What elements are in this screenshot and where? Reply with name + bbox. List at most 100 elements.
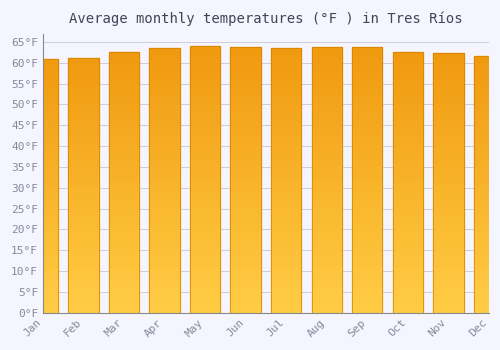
- Bar: [28, 104, 58, 110]
- Bar: [109, 193, 139, 198]
- Bar: [474, 102, 500, 107]
- Bar: [28, 257, 58, 262]
- Bar: [474, 56, 500, 61]
- Bar: [474, 230, 500, 236]
- Bar: [352, 302, 382, 307]
- Bar: [68, 262, 98, 267]
- Bar: [68, 246, 98, 252]
- Bar: [392, 182, 423, 188]
- Bar: [352, 79, 382, 85]
- Bar: [271, 212, 302, 217]
- Bar: [474, 159, 500, 164]
- Bar: [474, 82, 500, 86]
- Bar: [352, 58, 382, 63]
- Bar: [474, 107, 500, 112]
- Bar: [474, 148, 500, 153]
- Bar: [392, 250, 423, 255]
- Bar: [150, 223, 180, 228]
- Bar: [190, 222, 220, 228]
- Bar: [312, 158, 342, 164]
- Bar: [352, 148, 382, 154]
- Bar: [474, 292, 500, 297]
- Bar: [190, 281, 220, 286]
- Bar: [433, 266, 464, 271]
- Bar: [68, 287, 98, 292]
- Bar: [474, 189, 500, 195]
- Bar: [474, 261, 500, 266]
- Bar: [392, 172, 423, 177]
- Bar: [433, 84, 464, 89]
- Bar: [150, 233, 180, 239]
- Bar: [433, 198, 464, 204]
- Bar: [68, 119, 98, 124]
- Bar: [109, 52, 139, 57]
- Bar: [392, 287, 423, 292]
- Bar: [68, 272, 98, 277]
- Bar: [230, 57, 261, 63]
- Bar: [433, 193, 464, 198]
- Bar: [68, 89, 98, 93]
- Bar: [109, 292, 139, 297]
- Bar: [230, 286, 261, 291]
- Bar: [271, 233, 302, 239]
- Bar: [150, 149, 180, 154]
- Bar: [109, 307, 139, 313]
- Bar: [474, 97, 500, 102]
- Bar: [271, 144, 302, 149]
- Bar: [433, 110, 464, 115]
- Bar: [150, 144, 180, 149]
- Bar: [230, 164, 261, 169]
- Bar: [474, 205, 500, 210]
- Bar: [28, 89, 58, 94]
- Bar: [352, 69, 382, 74]
- Bar: [392, 130, 423, 135]
- Bar: [150, 307, 180, 313]
- Bar: [230, 297, 261, 302]
- Bar: [474, 133, 500, 138]
- Bar: [312, 265, 342, 270]
- Bar: [474, 215, 500, 220]
- Bar: [190, 94, 220, 99]
- Bar: [68, 170, 98, 175]
- Bar: [271, 133, 302, 138]
- Bar: [190, 57, 220, 62]
- Bar: [68, 104, 98, 109]
- Bar: [230, 121, 261, 126]
- Bar: [28, 94, 58, 99]
- Bar: [392, 234, 423, 240]
- Bar: [392, 245, 423, 250]
- Bar: [392, 255, 423, 260]
- Bar: [68, 160, 98, 165]
- Bar: [433, 63, 464, 69]
- Bar: [474, 184, 500, 189]
- Bar: [28, 120, 58, 125]
- Bar: [271, 59, 302, 64]
- Bar: [109, 177, 139, 182]
- Bar: [352, 286, 382, 292]
- Bar: [392, 307, 423, 313]
- Bar: [474, 282, 500, 287]
- Bar: [433, 100, 464, 105]
- Bar: [150, 159, 180, 164]
- Bar: [68, 83, 98, 89]
- Bar: [474, 277, 500, 282]
- Bar: [28, 175, 58, 181]
- Bar: [150, 239, 180, 244]
- Bar: [312, 126, 342, 132]
- Bar: [109, 182, 139, 188]
- Bar: [68, 282, 98, 287]
- Bar: [312, 275, 342, 281]
- Bar: [150, 122, 180, 128]
- Bar: [271, 175, 302, 181]
- Bar: [230, 174, 261, 180]
- Bar: [150, 64, 180, 69]
- Bar: [352, 281, 382, 286]
- Bar: [352, 164, 382, 169]
- Bar: [312, 259, 342, 265]
- Bar: [68, 134, 98, 139]
- Bar: [312, 286, 342, 291]
- Bar: [271, 54, 302, 59]
- Bar: [433, 230, 464, 235]
- Bar: [150, 260, 180, 265]
- Bar: [352, 180, 382, 186]
